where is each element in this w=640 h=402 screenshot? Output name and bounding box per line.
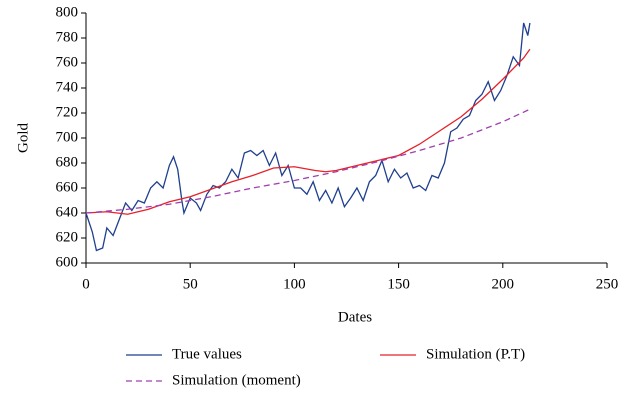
x-tick-label: 250	[596, 276, 619, 292]
x-tick-label: 50	[183, 276, 198, 292]
x-tick-label: 0	[82, 276, 90, 292]
y-tick-label: 640	[56, 204, 79, 220]
series-line	[85, 108, 531, 214]
x-axis-label: Dates	[338, 309, 372, 325]
y-tick-label: 660	[56, 179, 79, 195]
legend-label: Simulation (moment)	[172, 372, 301, 388]
x-tick-label: 100	[283, 276, 306, 292]
y-tick-label: 700	[56, 129, 79, 145]
y-tick-label: 760	[56, 54, 79, 70]
legend-label: True values	[172, 346, 242, 362]
y-tick-label: 800	[56, 4, 79, 20]
x-tick-label: 200	[492, 276, 515, 292]
y-tick-label: 680	[56, 154, 79, 170]
series-line	[85, 22, 531, 252]
x-tick-label: 150	[387, 276, 410, 292]
y-axis-label: Gold	[15, 123, 31, 154]
series-line	[85, 48, 531, 215]
y-tick-label: 740	[56, 79, 79, 95]
y-tick-label: 720	[56, 104, 79, 120]
legend-label: Simulation (P.T)	[426, 346, 525, 362]
y-tick-label: 780	[56, 29, 79, 45]
y-tick-label: 600	[56, 254, 79, 270]
y-tick-label: 620	[56, 229, 79, 245]
